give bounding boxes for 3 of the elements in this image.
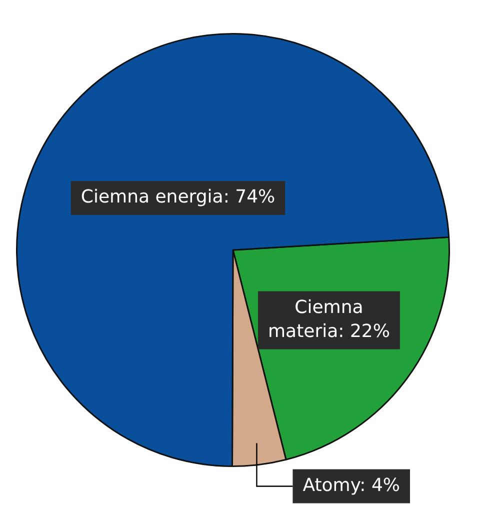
- slice-label: Ciemna materia: 22%: [268, 296, 390, 342]
- slice-label: Ciemna energia: 74%: [80, 186, 276, 208]
- slice-label: Atomy: 4%: [302, 474, 400, 496]
